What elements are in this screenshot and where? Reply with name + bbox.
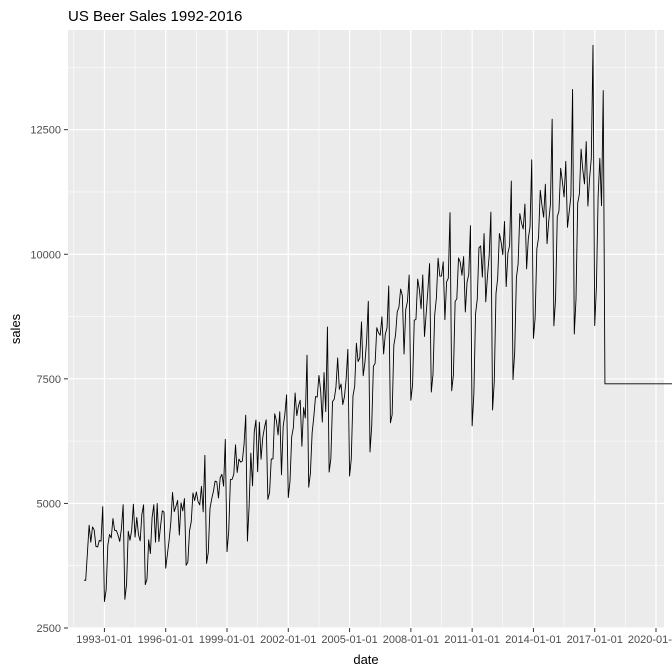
y-tick-label: 10000 <box>30 249 61 261</box>
x-tick-label: 2002-01-01 <box>260 634 316 646</box>
x-axis-title: date <box>353 652 378 667</box>
x-tick-label: 2017-01-01 <box>567 634 623 646</box>
x-tick-label: 2011-01-01 <box>444 634 499 646</box>
x-tick-label: 1996-01-01 <box>138 634 194 646</box>
x-tick-label: 2005-01-01 <box>321 634 377 646</box>
x-axis: 1993-01-01 1996-01-01 1999-01-01 2002-01-01… <box>76 628 672 646</box>
y-tick-label: 5000 <box>37 498 61 510</box>
x-tick-label: 1999-01-01 <box>199 634 255 646</box>
sales-series-line <box>83 44 672 602</box>
x-tick-label: 2008-01-01 <box>383 634 439 646</box>
y-axis-title: sales <box>8 313 23 344</box>
y-tick-label: 2500 <box>37 623 61 635</box>
y-tick-label: 7500 <box>37 374 61 386</box>
chart-title: US Beer Sales 1992-2016 <box>68 8 242 25</box>
y-axis: 2500 5000 7500 10000 12500 <box>30 125 68 635</box>
x-tick-label: 1993-01-01 <box>76 634 132 646</box>
y-tick-label: 12500 <box>30 125 61 137</box>
x-tick-label: 2014-01-01 <box>505 634 561 646</box>
x-tick-label: 2020-01-01 <box>628 634 672 646</box>
